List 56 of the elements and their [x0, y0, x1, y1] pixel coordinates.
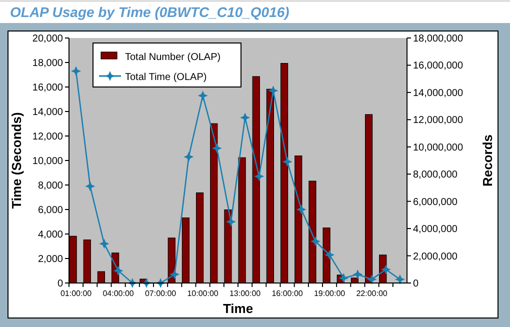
point — [268, 86, 278, 96]
point — [324, 250, 335, 260]
y-tick-label: 8,000 — [38, 180, 64, 192]
x-tick-label: 04:00:00 — [102, 289, 134, 298]
y2-tick-label: 10,000,000 — [413, 142, 464, 154]
point — [310, 236, 320, 246]
y-tick-label: 16,000 — [32, 82, 64, 94]
point — [113, 266, 124, 276]
legend-label: Total Number (OLAP) — [125, 52, 221, 63]
y2-tick-label: 2,000,000 — [413, 251, 458, 262]
point — [71, 66, 82, 76]
point — [254, 171, 264, 182]
y2-tick-label: 6,000,000 — [413, 196, 458, 208]
y-axis-title: Time (Seconds) — [9, 112, 24, 209]
y2-tick-label: 12,000,000 — [413, 115, 464, 126]
y-tick-label: 12,000 — [32, 132, 64, 142]
point — [226, 216, 236, 227]
point — [240, 112, 250, 123]
y2-tick-label: 16,000,000 — [413, 60, 464, 72]
point — [394, 274, 405, 284]
point — [338, 273, 349, 284]
x-tick-label: 19:00:00 — [314, 289, 346, 298]
point — [352, 269, 363, 280]
point — [212, 143, 222, 154]
x-tick-label: 16:00:00 — [272, 289, 304, 298]
point — [380, 264, 391, 275]
x-tick-label: 10:00:00 — [187, 289, 219, 298]
x-tick-label: 01:00:00 — [60, 289, 92, 298]
point — [282, 156, 292, 167]
y-tick-label: 0 — [57, 278, 64, 290]
legend-label: Total Time (OLAP) — [125, 72, 207, 83]
x-tick-label: 13:00:00 — [229, 289, 262, 298]
y-tick-label: 4,000 — [38, 230, 64, 240]
y-tick-label: 18,000 — [32, 58, 64, 69]
y-tick-label: 6,000 — [38, 205, 64, 216]
x-tick-label: 07:00:00 — [144, 289, 177, 298]
y-tick-label: 10,000 — [32, 156, 64, 167]
y2-tick-label: 8,000,000 — [413, 170, 458, 181]
y2-tick-label: 18,000,000 — [413, 34, 464, 44]
y-tick-label: 2,000 — [38, 254, 64, 265]
y2-tick-label: 14,000,000 — [413, 88, 464, 99]
point — [366, 274, 377, 284]
x-tick-label: 22:00:00 — [356, 289, 388, 298]
point — [184, 152, 194, 162]
point — [198, 90, 208, 101]
point — [85, 181, 96, 192]
point — [170, 269, 180, 280]
x-axis-title: Time — [222, 301, 254, 316]
y2-tick-label: 4,000,000 — [413, 224, 458, 236]
y2-axis-title: Records — [480, 134, 495, 187]
chart-title: OLAP Usage by Time (0BWTC_C10_Q016) — [10, 4, 290, 20]
y-tick-label: 14,000 — [32, 107, 64, 118]
point — [296, 204, 306, 214]
y-tick-label: 20,000 — [32, 34, 64, 44]
point — [99, 238, 110, 249]
y2-tick-label: 0 — [413, 278, 419, 290]
